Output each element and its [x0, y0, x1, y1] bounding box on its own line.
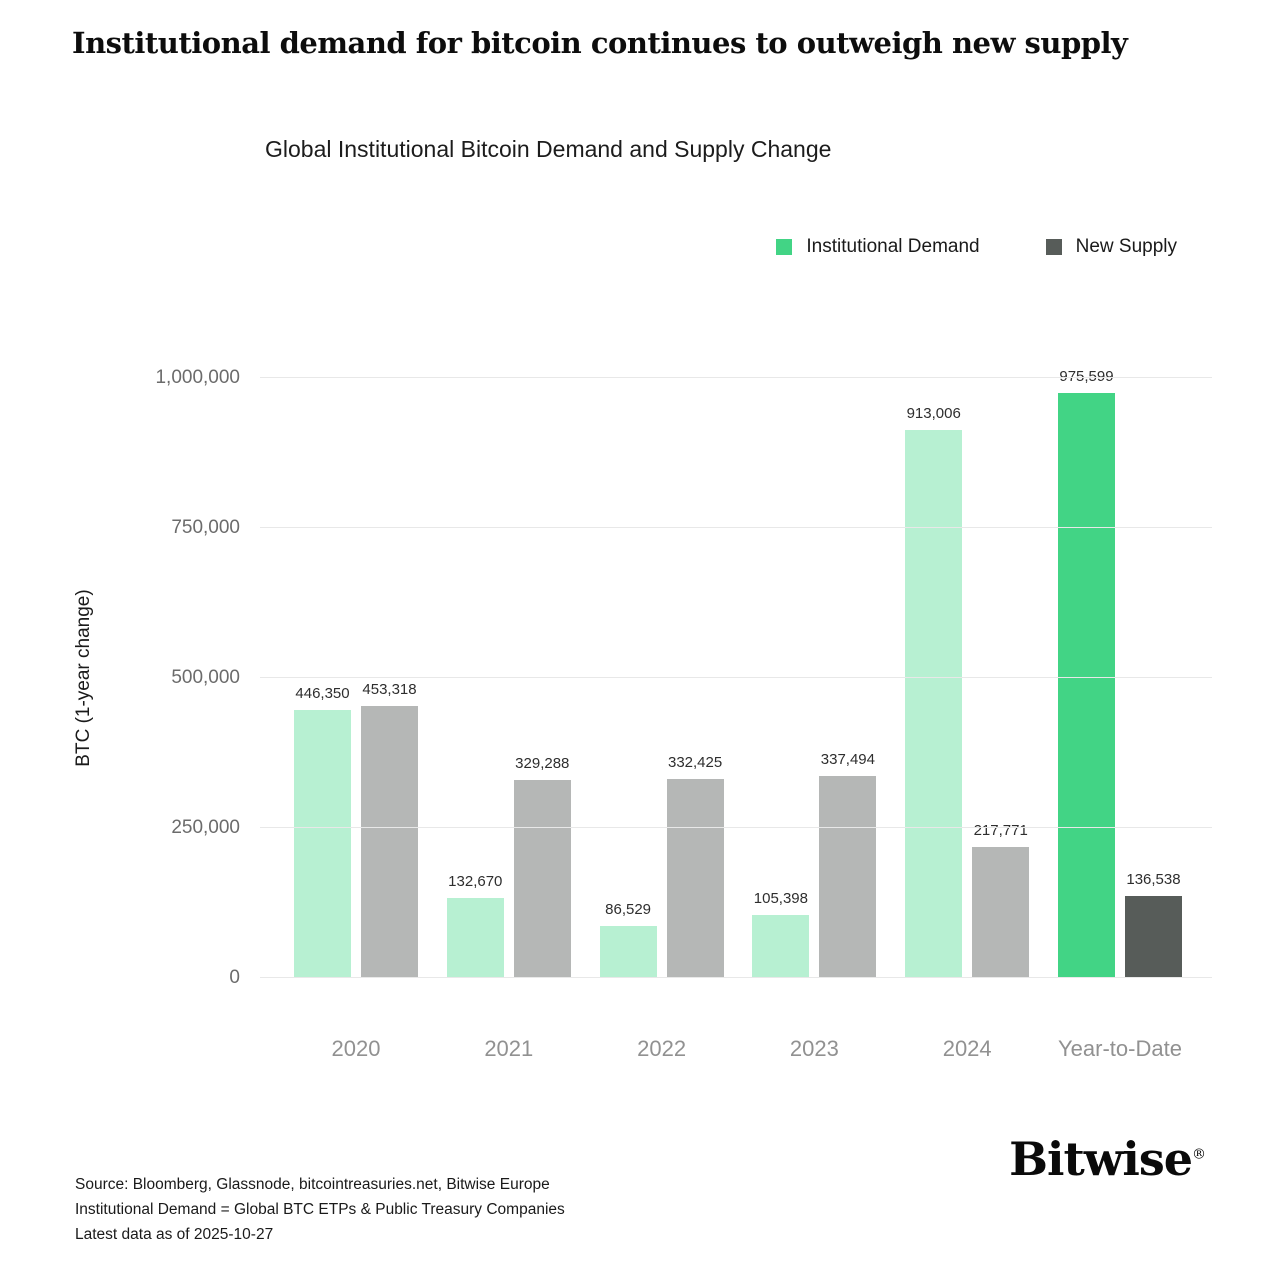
- bar-value-label: 337,494: [820, 750, 876, 768]
- bar-institutional-demand: 446,350: [294, 685, 351, 978]
- legend-label-institutional-demand: Institutional Demand: [806, 236, 980, 257]
- latest-data-line: Latest data as of 2025-10-27: [75, 1226, 274, 1243]
- gridline: [260, 977, 1212, 978]
- x-axis-label: 2024: [942, 1036, 992, 1061]
- x-axis-label: 2022: [637, 1036, 687, 1061]
- definition-line: Institutional Demand = Global BTC ETPs &…: [75, 1201, 565, 1218]
- gridline: [260, 827, 1212, 828]
- bar-new-supply: 217,771: [972, 822, 1030, 978]
- bar-institutional-demand: 86,529: [599, 901, 657, 978]
- bar-institutional-demand: 132,670: [446, 873, 504, 978]
- bar-new-supply: 329,288: [513, 755, 571, 978]
- y-axis-title: BTC (1-year change): [73, 589, 94, 767]
- bar-value-label: 105,398: [753, 889, 809, 907]
- bar-new-supply: 136,538: [1124, 871, 1182, 978]
- gridline: [260, 677, 1212, 678]
- legend-swatch-demand: [776, 239, 793, 255]
- bar-group-2022: 86,529 332,425: [599, 754, 724, 978]
- bitwise-wordmark: Bitwise: [1009, 1132, 1193, 1186]
- legend-item-new-supply: New Supply: [1045, 236, 1177, 258]
- page-title: Institutional demand for bitcoin continu…: [72, 26, 1128, 60]
- bar-value-label: 913,006: [906, 405, 961, 423]
- legend-swatch-supply: [1045, 239, 1062, 255]
- legend-item-institutional-demand: Institutional Demand: [776, 236, 980, 258]
- gridline: [260, 377, 1212, 378]
- legend-label-new-supply: New Supply: [1075, 236, 1177, 257]
- bar-value-label: 136,538: [1126, 871, 1181, 889]
- plot-area: 446,350 453,318 132,670 329,288 86,529 332,42…: [260, 368, 1212, 978]
- bar-value-label: 453,318: [362, 681, 417, 699]
- bar-institutional-demand: 105,398: [752, 890, 810, 978]
- bitwise-logo: Bitwise®: [1009, 1132, 1206, 1186]
- chart-legend: Institutional Demand New Supply: [776, 236, 1177, 258]
- x-axis-label: 2020: [331, 1036, 381, 1061]
- bar-value-label: 86,529: [605, 901, 652, 919]
- source-notes: Source: Bloomberg, Glassnode, bitcointre…: [75, 1172, 565, 1247]
- bar-value-label: 132,670: [448, 873, 503, 891]
- bar-groups: 446,350 453,318 132,670 329,288 86,529 332,42…: [260, 368, 1212, 978]
- source-line: Source: Bloomberg, Glassnode, bitcointre…: [75, 1176, 550, 1193]
- bar-value-label: 446,350: [295, 685, 350, 703]
- bar-new-supply: 337,494: [819, 751, 877, 978]
- chart-title: Global Institutional Bitcoin Demand and …: [265, 136, 832, 162]
- bar-group-2021: 132,670 329,288: [446, 755, 571, 978]
- y-tick-label: 500,000: [171, 667, 240, 688]
- bar-new-supply: 453,318: [361, 681, 418, 978]
- x-axis-labels: 2020 2021 2022 2023 2024 Year-to-Date: [260, 1036, 1212, 1062]
- y-tick-label: 250,000: [171, 817, 240, 838]
- y-tick-label: 0: [229, 967, 240, 988]
- bar-value-label: 329,288: [515, 755, 570, 773]
- bar-value-label: 332,425: [667, 753, 723, 771]
- y-axis-tick-labels: 0 250,000 500,000 750,000 1,000,000: [100, 367, 240, 988]
- x-axis-label: Year-to-Date: [1058, 1036, 1182, 1061]
- bar-institutional-demand: 913,006: [905, 405, 963, 978]
- registered-mark: ®: [1192, 1146, 1206, 1163]
- bar-group-year-to-date: 975,599 136,538: [1057, 368, 1182, 978]
- y-tick-label: 750,000: [171, 517, 240, 538]
- bar-group-2023: 105,398 337,494: [752, 751, 877, 978]
- bar-value-label: 217,771: [973, 822, 1028, 840]
- gridline: [260, 527, 1212, 528]
- bar-new-supply: 332,425: [666, 754, 724, 978]
- bar-value-label: 975,599: [1059, 367, 1114, 385]
- bar-institutional-demand: 975,599: [1057, 368, 1115, 978]
- x-axis-label: 2023: [789, 1036, 839, 1061]
- bar-group-2020: 446,350 453,318: [294, 681, 418, 978]
- bar-group-2024: 913,006 217,771: [905, 405, 1030, 978]
- x-axis-label: 2021: [484, 1036, 534, 1061]
- y-tick-label: 1,000,000: [155, 367, 240, 388]
